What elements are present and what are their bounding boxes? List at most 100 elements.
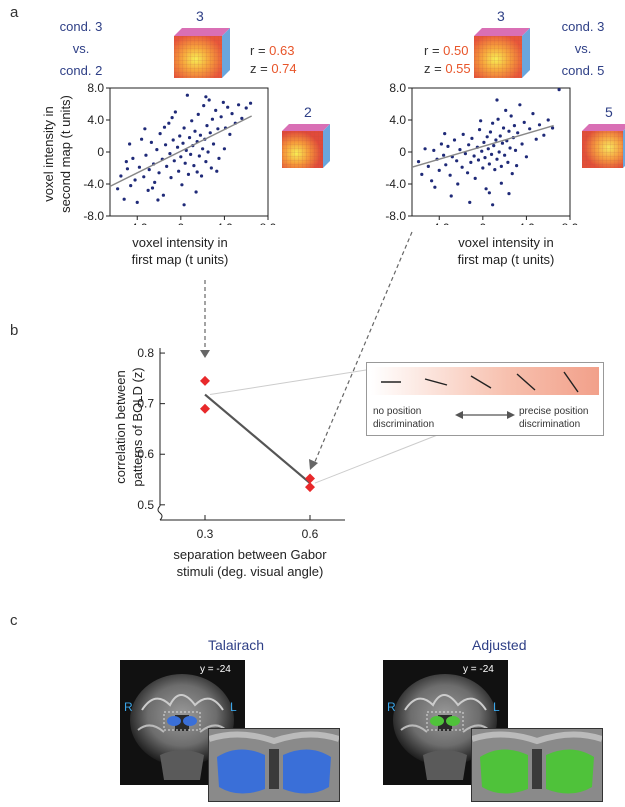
right-scatter-data-point bbox=[472, 154, 476, 158]
activation-cube-3a bbox=[174, 28, 230, 78]
left-scatter-data-point bbox=[165, 164, 169, 168]
right-scatter-ytick-label: -4.0 bbox=[385, 177, 406, 191]
left-scatter-ytick-label: 0 bbox=[97, 145, 104, 159]
left-scatter-data-point bbox=[182, 126, 186, 130]
right-scatter-data-point bbox=[499, 181, 503, 185]
left-scatter-data-point bbox=[172, 159, 176, 163]
left-scatter-data-point bbox=[119, 174, 123, 178]
left-z-value: 0.74 bbox=[271, 61, 297, 76]
left-scatter-data-point bbox=[206, 150, 210, 154]
right-scatter-data-point bbox=[448, 173, 452, 177]
left-activation-map-side bbox=[282, 124, 330, 168]
left-scatter-data-point bbox=[116, 187, 120, 191]
panel-label-b: b bbox=[10, 322, 19, 339]
talairach-mri-coronal bbox=[120, 660, 245, 785]
legend-right-line1: precise position bbox=[519, 406, 589, 417]
right-scatter-data-point bbox=[439, 142, 444, 146]
right-scatter-data-point bbox=[522, 120, 526, 124]
right-scatter-data-point bbox=[496, 117, 500, 121]
right-scatter-data-point bbox=[508, 146, 512, 150]
left-scatter-trend-line bbox=[109, 115, 252, 188]
right-scatter-data-point bbox=[512, 124, 517, 128]
right-scatter-xtick-label: -4.0 bbox=[429, 221, 450, 225]
right-cond-line-2: vs. bbox=[574, 41, 592, 56]
left-scatter-data-point bbox=[217, 156, 221, 160]
right-scatter-ytick-label: 8.0 bbox=[389, 81, 406, 95]
right-scatter-data-point bbox=[550, 126, 555, 130]
right-scatter-data-point bbox=[504, 108, 508, 112]
right-z-label: z = bbox=[424, 61, 446, 76]
right-scatter-data-point bbox=[507, 192, 511, 196]
left-scatter-data-point bbox=[167, 121, 171, 125]
left-scatter-data-point bbox=[189, 152, 193, 156]
right-activation-map-side bbox=[582, 124, 625, 168]
adjusted-zoom-image bbox=[472, 729, 602, 801]
b-legend-connector-left bbox=[209, 369, 367, 396]
right-scatter-data-point bbox=[494, 138, 498, 142]
right-scatter-data-point bbox=[491, 203, 495, 207]
left-scatter-data-point bbox=[178, 134, 182, 138]
right-scatter-data-point bbox=[470, 136, 474, 140]
right-scatter-data-point bbox=[489, 152, 494, 156]
right-scatter-data-point bbox=[513, 148, 518, 152]
left-condition-label: cond. 3 vs. cond. 2 bbox=[46, 16, 116, 82]
right-scatter-data-point bbox=[430, 179, 434, 183]
left-scatter-data-point bbox=[180, 183, 184, 187]
right-xlabel-line2: first map (t units) bbox=[457, 252, 555, 267]
b-data-point bbox=[200, 403, 210, 414]
left-scatter-data-point bbox=[168, 152, 172, 156]
left-scatter-data-point bbox=[219, 115, 223, 119]
right-cond-line-1: cond. 3 bbox=[561, 19, 605, 34]
right-scatter-data-point bbox=[537, 123, 542, 127]
left-map-side-label: 2 bbox=[304, 104, 312, 120]
right-scatter-data-point bbox=[461, 132, 465, 136]
b-xtick-label: 0.3 bbox=[197, 527, 214, 541]
right-scatter-data-point bbox=[484, 187, 488, 191]
right-scatter-data-point bbox=[534, 137, 538, 141]
left-scatter-xtick-label: 8.0 bbox=[260, 221, 277, 225]
right-scatter-data-point bbox=[495, 98, 499, 102]
right-scatter-data-point bbox=[531, 112, 535, 116]
left-scatter-data-point bbox=[192, 164, 196, 168]
left-scatter-data-point bbox=[198, 133, 203, 137]
left-scatter-data-point bbox=[140, 137, 144, 141]
left-scatter-xtick-label: 0 bbox=[177, 221, 184, 225]
right-scatter-plot: 8.0 4.0 0 -4.0 -8.0 -4.0 0 4.0 8.0 bbox=[385, 81, 578, 225]
left-scatter-data-point bbox=[209, 166, 213, 170]
left-scatter-data-point bbox=[124, 160, 128, 164]
left-scatter-data-point bbox=[193, 129, 197, 133]
right-scatter-data-point bbox=[487, 162, 491, 166]
left-scatter-data-point bbox=[177, 169, 181, 173]
b-ytick-label: 0.8 bbox=[137, 346, 154, 360]
right-scatter-data-point bbox=[426, 164, 430, 168]
right-r-value: 0.50 bbox=[443, 43, 469, 58]
b-xlabel-line2: stimuli (deg. visual angle) bbox=[176, 564, 324, 579]
right-scatter-data-point bbox=[432, 148, 436, 152]
left-scatter-data-point bbox=[240, 116, 244, 120]
right-scatter-xtick-label: 0 bbox=[479, 221, 486, 225]
double-arrow-icon bbox=[455, 411, 515, 419]
left-scatter-data-point bbox=[204, 95, 208, 99]
left-scatter-data-point bbox=[195, 170, 199, 174]
left-r-value: 0.63 bbox=[269, 43, 295, 58]
adjusted-zoom-inset bbox=[471, 728, 603, 802]
right-scatter-ytick-label: 4.0 bbox=[389, 113, 406, 127]
right-scatter-data-point bbox=[477, 128, 482, 132]
left-scatter-data-point bbox=[158, 132, 162, 136]
left-scatter-data-point bbox=[175, 145, 180, 149]
left-scatter-data-point bbox=[135, 200, 139, 204]
left-scatter-data-point bbox=[146, 188, 150, 192]
left-scatter-data-point bbox=[204, 160, 208, 164]
right-scatter-data-point bbox=[433, 185, 437, 189]
right-scatter-data-point bbox=[446, 144, 450, 148]
right-scatter-data-point bbox=[485, 135, 489, 139]
left-scatter-data-point bbox=[169, 176, 173, 180]
right-scatter-data-point bbox=[442, 153, 446, 157]
left-hemisphere-label-right: L bbox=[493, 700, 500, 714]
talairach-title: Talairach bbox=[208, 637, 265, 653]
right-scatter-data-point bbox=[498, 134, 502, 138]
right-scatter-data-point bbox=[546, 118, 550, 122]
arrow-head-right bbox=[309, 459, 318, 470]
left-scatter-data-point bbox=[214, 108, 218, 112]
left-scatter-data-point bbox=[157, 171, 161, 175]
